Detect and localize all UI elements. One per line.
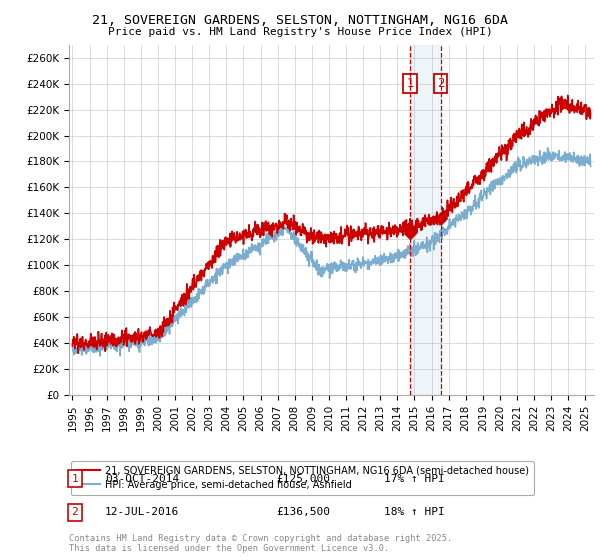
Text: 12-JUL-2016: 12-JUL-2016: [105, 507, 179, 517]
Legend: 21, SOVEREIGN GARDENS, SELSTON, NOTTINGHAM, NG16 6DA (semi-detached house), HPI:: 21, SOVEREIGN GARDENS, SELSTON, NOTTINGH…: [71, 461, 534, 494]
Text: Contains HM Land Registry data © Crown copyright and database right 2025.
This d: Contains HM Land Registry data © Crown c…: [69, 534, 452, 553]
Bar: [410, 45, 440, 395]
Text: Price paid vs. HM Land Registry's House Price Index (HPI): Price paid vs. HM Land Registry's House …: [107, 27, 493, 37]
Text: 03-OCT-2014: 03-OCT-2014: [105, 474, 179, 484]
Text: 1: 1: [406, 77, 414, 90]
Text: 17% ↑ HPI: 17% ↑ HPI: [384, 474, 445, 484]
Text: £125,000: £125,000: [276, 474, 330, 484]
Text: 18% ↑ HPI: 18% ↑ HPI: [384, 507, 445, 517]
Text: 2: 2: [71, 507, 79, 517]
Text: £136,500: £136,500: [276, 507, 330, 517]
Text: 1: 1: [71, 474, 79, 484]
Text: 2: 2: [437, 77, 445, 90]
Text: 21, SOVEREIGN GARDENS, SELSTON, NOTTINGHAM, NG16 6DA: 21, SOVEREIGN GARDENS, SELSTON, NOTTINGH…: [92, 14, 508, 27]
